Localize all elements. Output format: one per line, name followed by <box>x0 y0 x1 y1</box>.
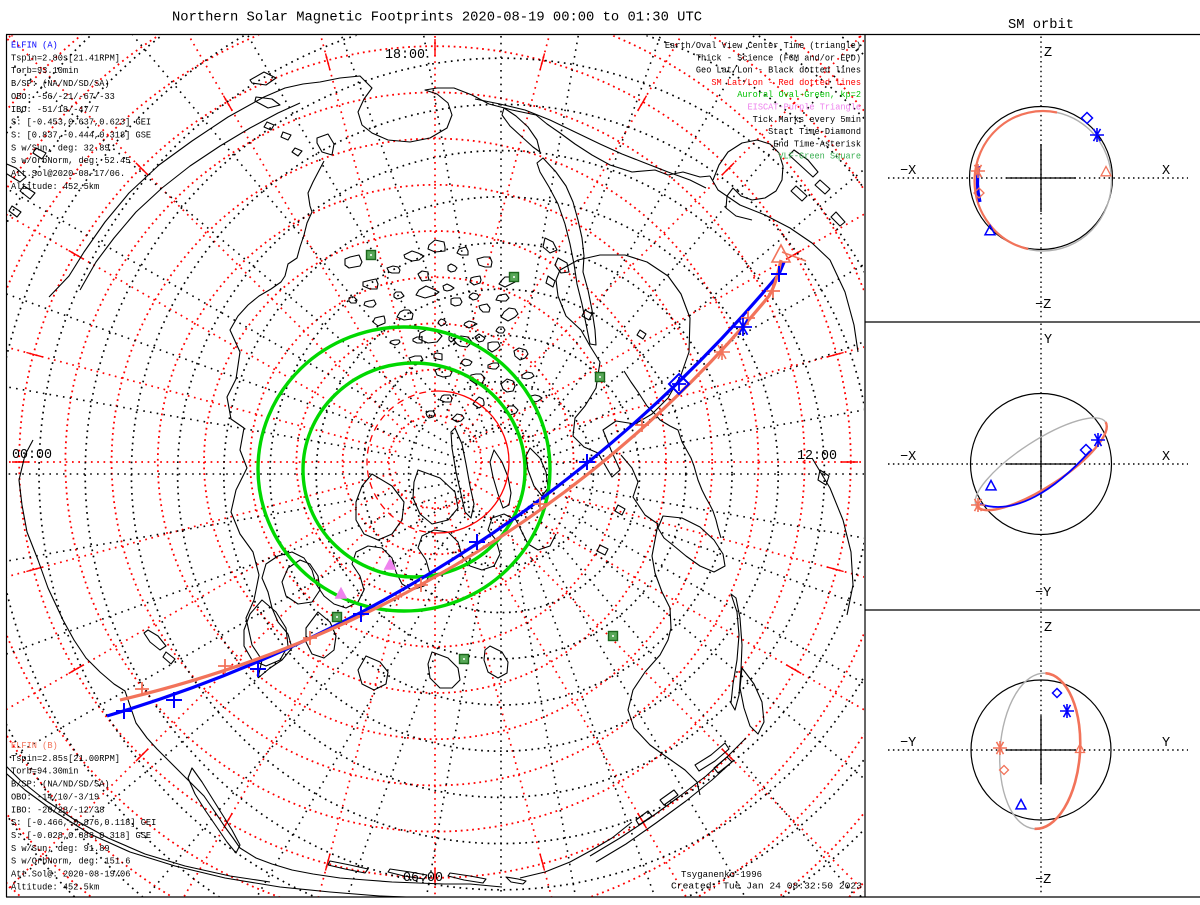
svg-text:Thick - Science (FGM and/or EP: Thick - Science (FGM and/or EPD) <box>696 53 861 63</box>
svg-text:Z: Z <box>1044 46 1052 61</box>
svg-text:Att.Sol@2020-08-17/06.: Att.Sol@2020-08-17/06. <box>11 169 125 179</box>
svg-text:−X: −X <box>900 450 916 465</box>
svg-text:Northern Solar Magnetic Footpr: Northern Solar Magnetic Footprints 2020-… <box>172 11 702 26</box>
svg-text:VLF-Green Square: VLF-Green Square <box>778 152 861 162</box>
svg-text:S w/Sun, deg: 32.89: S w/Sun, deg: 32.89 <box>11 143 110 153</box>
svg-text:Auroral Oval-Green, kp=2: Auroral Oval-Green, kp=2 <box>737 90 861 100</box>
svg-text:S: [0.837,-0.444,0.318] GSE: S: [0.837,-0.444,0.318] GSE <box>11 130 151 140</box>
svg-text:00:00: 00:00 <box>12 448 52 463</box>
svg-text:B/SP: (NA/ND/SD/SA): B/SP: (NA/ND/SD/SA) <box>11 780 110 790</box>
svg-text:ELFIN (B): ELFIN (B) <box>11 741 58 751</box>
svg-text:Torb=93.10min: Torb=93.10min <box>11 66 79 76</box>
svg-text:OBO: -14/10/-3/19: OBO: -14/10/-3/19 <box>11 792 99 802</box>
svg-text:−Y: −Y <box>900 736 916 751</box>
svg-text:Tspin=2.85s[21.00RPM]: Tspin=2.85s[21.00RPM] <box>11 754 120 764</box>
svg-text:End Time-Asterisk: End Time-Asterisk <box>773 139 861 149</box>
svg-text:S: [-0.453,0.637,0.623] GEI: S: [-0.453,0.637,0.623] GEI <box>11 118 151 128</box>
svg-text:IBO: -20/28/-12/38: IBO: -20/28/-12/38 <box>11 805 104 815</box>
svg-text:Altitude: 452.5km: Altitude: 452.5km <box>11 182 99 192</box>
svg-text:−Y: −Y <box>1035 586 1051 601</box>
svg-text:−Z: −Z <box>1035 298 1051 313</box>
svg-text:B/SP: (NA/ND/SD/SA): B/SP: (NA/ND/SD/SA) <box>11 79 110 89</box>
svg-text:−X: −X <box>900 164 916 179</box>
svg-text:Tick Marks every 5min: Tick Marks every 5min <box>753 115 861 125</box>
svg-text:06:00: 06:00 <box>403 871 443 886</box>
svg-text:Torb=94.30min: Torb=94.30min <box>11 767 79 777</box>
svg-text:ELFIN (A): ELFIN (A) <box>11 41 58 51</box>
svg-text:IBO: -51/18/-47/7: IBO: -51/18/-47/7 <box>11 105 99 115</box>
svg-text:Start Time-Diamond: Start Time-Diamond <box>768 127 861 137</box>
svg-text:S: [-0.028,0.888,0.318] GSE: S: [-0.028,0.888,0.318] GSE <box>11 831 151 841</box>
svg-text:Created: Tue Jan 24 08:32:50 2: Created: Tue Jan 24 08:32:50 2023 <box>671 882 862 892</box>
svg-text:X: X <box>1162 164 1170 179</box>
svg-text:Y: Y <box>1044 333 1052 348</box>
svg-text:Tsyganenko-1996: Tsyganenko-1996 <box>681 870 762 880</box>
svg-text:X: X <box>1162 450 1170 465</box>
svg-text:−Z: −Z <box>1035 873 1051 888</box>
svg-text:18:00: 18:00 <box>385 48 425 63</box>
svg-text:Att.Sol@: 2020-08-19/06: Att.Sol@: 2020-08-19/06 <box>11 870 130 880</box>
svg-text:Y: Y <box>1162 736 1170 751</box>
svg-text:SM Lat/Lon - Red dotted lines: SM Lat/Lon - Red dotted lines <box>711 78 861 88</box>
svg-text:S: [-0.466,-0.876,0.118] GEI: S: [-0.466,-0.876,0.118] GEI <box>11 818 156 828</box>
svg-text:OBO: -56/-21/-67/-33: OBO: -56/-21/-67/-33 <box>11 92 115 102</box>
svg-text:S w/Sun, deg: 91.89: S w/Sun, deg: 91.89 <box>11 844 110 854</box>
svg-text:SM orbit: SM orbit <box>1008 18 1074 33</box>
svg-text:Tspin=2.80s[21.41RPM]: Tspin=2.80s[21.41RPM] <box>11 53 120 63</box>
svg-text:S w/OrbNorm, deg: 52.45: S w/OrbNorm, deg: 52.45 <box>11 156 130 166</box>
svg-text:Earth/Oval View Center Time (t: Earth/Oval View Center Time (triangle) <box>665 41 861 51</box>
svg-text:12:00: 12:00 <box>797 449 837 464</box>
svg-text:EISCAT-Purple Triangle: EISCAT-Purple Triangle <box>748 103 862 113</box>
svg-text:Z: Z <box>1044 621 1052 636</box>
svg-text:S w/OrbNorm, deg: 151.6: S w/OrbNorm, deg: 151.6 <box>11 857 130 867</box>
svg-text:Altitude: 452.5km: Altitude: 452.5km <box>11 882 99 892</box>
svg-text:Geo Lat/Lon - Black dotted lin: Geo Lat/Lon - Black dotted lines <box>696 66 861 76</box>
